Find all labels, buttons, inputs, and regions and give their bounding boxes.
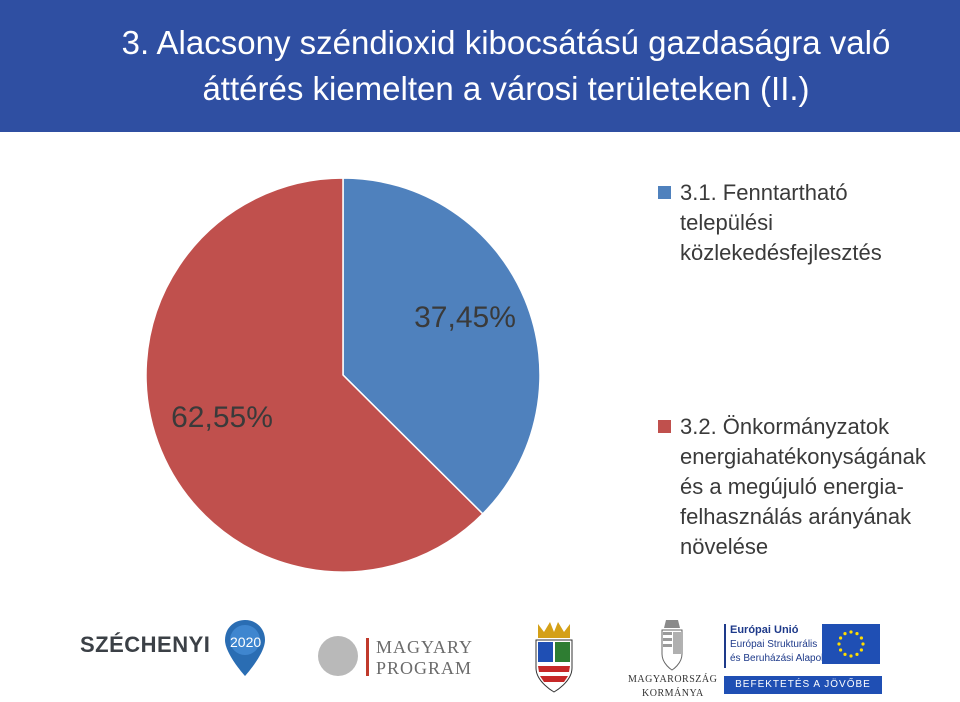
pie-slice-2 (145, 177, 484, 573)
legend-text-3-2-line-3: és a megújuló energia- (680, 474, 904, 499)
title-line-1: 3. Alacsony széndioxid kibocsátású gazda… (121, 24, 891, 61)
portrait-medallion-icon (318, 636, 358, 676)
eu-star-icon (837, 642, 841, 646)
eu-star-icon (849, 630, 853, 634)
legend-text-3-1-line-3: közlekedésfejlesztés (680, 240, 882, 265)
eu-star-icon (859, 636, 863, 640)
divider (724, 624, 726, 668)
kormany-line-1: MAGYARORSZÁG (628, 674, 718, 685)
eu-line-1: Európai Unió (730, 624, 799, 636)
eu-star-icon (849, 654, 853, 658)
legend-entry-3-2: 3.2. Önkormányzatok energiahatékonyságán… (658, 412, 958, 562)
slide-title: 3. Alacsony széndioxid kibocsátású gazda… (96, 20, 916, 112)
legend-text-3-2-line-1: 3.2. Önkormányzatok (680, 414, 890, 439)
title-banner: 3. Alacsony széndioxid kibocsátású gazda… (0, 0, 960, 132)
eu-star-icon (859, 648, 863, 652)
magyary-wordmark: MAGYARY (376, 637, 474, 657)
kormany-line-2: KORMÁNYA (642, 688, 704, 699)
eu-line-3: és Beruházási Alapok (730, 653, 827, 664)
eu-line-2: Európai Strukturális (730, 639, 818, 650)
eu-star-icon (855, 632, 859, 636)
eu-star-icon (843, 632, 847, 636)
szechenyi-year: 2020 (230, 634, 262, 650)
magyarorszag-kormanya-logo: MAGYARORSZÁG KORMÁNYA (628, 618, 718, 702)
logo-strip: SZÉCHENYI 2020 MAGYARY PROGRAM MAGYARORS… (0, 600, 960, 702)
eu-star-icon (839, 648, 843, 652)
eu-funds-logo: Európai Unió Európai Strukturális és Ber… (724, 624, 884, 696)
szechenyi-wordmark: SZÉCHENYI (80, 632, 211, 657)
program-wordmark: PROGRAM (376, 658, 473, 678)
map-pin-icon (225, 620, 265, 676)
eu-flag-icon (822, 624, 880, 664)
legend-text-3-1-line-1: 3.1. Fenntartható (680, 180, 848, 205)
divider (366, 638, 369, 676)
eu-slogan-banner: BEFEKTETÉS A JÖVŐBE (724, 676, 882, 694)
county-coat-of-arms-icon (535, 622, 573, 693)
legend-swatch-red (658, 420, 671, 433)
legend-text-3-2-line-4: felhasználás arányának (680, 504, 912, 529)
legend-text-3-2-line-5: növelése (680, 534, 769, 559)
eu-star-icon (843, 652, 847, 656)
legend-text-3-2-line-2: energiahatékonyságának (680, 444, 926, 469)
pie-chart: 37,45% 62,55% (145, 177, 541, 573)
legend-swatch-blue (658, 186, 671, 199)
hungarian-coat-of-arms-icon (661, 620, 683, 671)
eu-star-icon (861, 642, 865, 646)
eu-star-icon (839, 636, 843, 640)
legend-text-3-1-line-2: települési (680, 210, 773, 235)
title-line-2: áttérés kiemelten a városi területeken (… (202, 70, 810, 107)
pie-data-label-2: 62,55% (171, 401, 273, 434)
pie-data-label-1: 37,45% (414, 301, 516, 334)
legend-entry-3-1: 3.1. Fenntartható települési közlekedésf… (658, 178, 958, 268)
eu-star-icon (855, 652, 859, 656)
pie-slice-1 (342, 177, 541, 515)
